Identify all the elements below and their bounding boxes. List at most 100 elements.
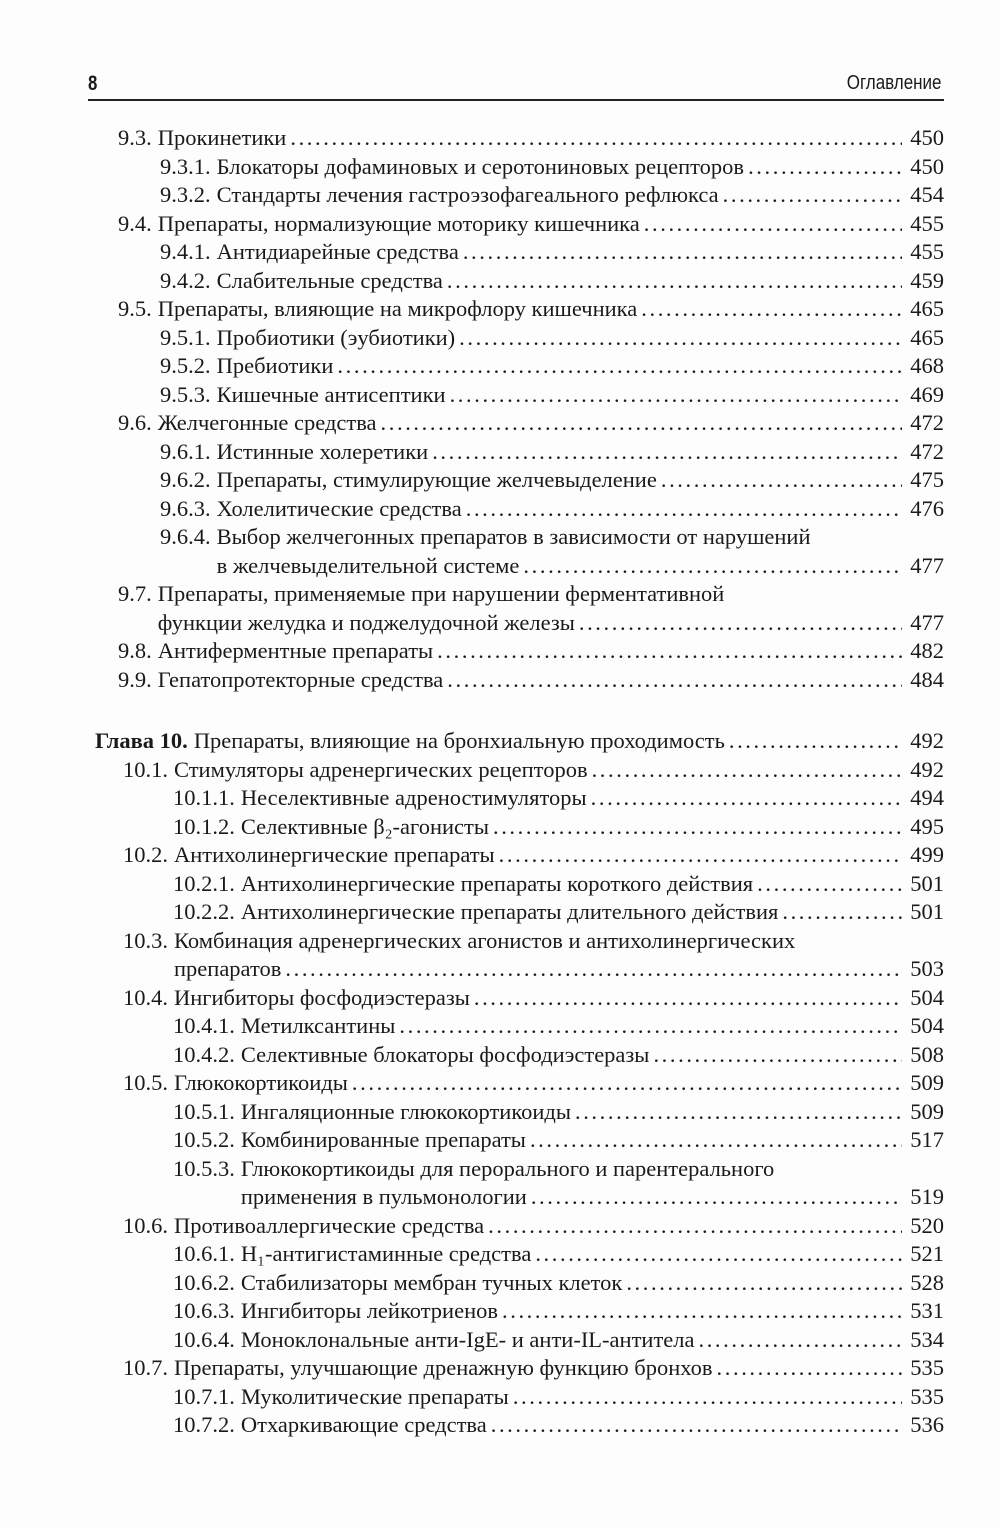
page-number: 8 xyxy=(88,72,98,95)
entry-number: 9.5. xyxy=(118,296,152,321)
toc-entry: 9.4. Препараты, нормализующие моторику ки… xyxy=(0,210,944,239)
toc-entry: 10.6.4. Моноклональные анти-IgE- и анти-I… xyxy=(0,1326,944,1355)
entry-number: 9.4.1. xyxy=(160,239,211,264)
entry-title: Селективные блокаторы фосфодиэстеразы xyxy=(240,1041,650,1067)
entry-page: 536 xyxy=(910,1412,944,1437)
toc-entry: 10.5. Глюкокортикоиды....................… xyxy=(0,1069,944,1098)
entry-title: Селективные β₂-агонисты xyxy=(240,813,489,839)
entry-page: 472 xyxy=(910,410,944,435)
toc-entry: 9.3. Прокинетики.........................… xyxy=(0,124,944,153)
dot-leader: ........................................… xyxy=(380,410,902,435)
entry-number: 9.6.2. xyxy=(160,467,211,492)
dot-leader: ........................................… xyxy=(502,1298,902,1323)
entry-title: Холелитические средства xyxy=(216,495,462,521)
entry-title: Метилксантины xyxy=(240,1013,396,1038)
entry-text: 9.9. Гепатопротекторные средства xyxy=(118,666,443,695)
toc-entry: 9.8. Антиферментные препараты............… xyxy=(0,637,944,666)
dot-leader: ........................................… xyxy=(535,1241,902,1266)
entry-text: 9.5. Препараты, влияющие на микрофлору ки… xyxy=(118,295,637,324)
entry-text: 10.6.1. H₁-антигистаминные средства xyxy=(173,1240,531,1269)
entry-text: 10.1.1. Неселективные адреностимуляторы xyxy=(173,784,587,813)
entry-title: Противоаллергические средства xyxy=(174,1212,485,1238)
entry-text: 9.5.2. Пребиотики xyxy=(160,352,333,381)
entry-title-continuation: применения в пульмонологии xyxy=(240,1184,527,1209)
toc-entry: 10.5.3. Глюкокортикоиды для перорального … xyxy=(0,1155,944,1184)
dot-leader: ........................................… xyxy=(337,353,902,378)
entry-text: 9.3.2. Стандарты лечения гастроэзофагеаль… xyxy=(160,181,719,210)
entry-page: 499 xyxy=(910,842,944,867)
toc-entry: 10.7. Препараты, улучшающие дренажную фун… xyxy=(0,1354,944,1383)
entry-page: 465 xyxy=(910,296,944,321)
entry-page: 492 xyxy=(910,756,944,782)
entry-text: 10.3. Комбинация адренергических агонисто… xyxy=(123,927,795,956)
entry-text: 9.6.1. Истинные холеретики xyxy=(160,438,428,467)
dot-leader: ........................................… xyxy=(716,1355,902,1380)
entry-title: Стимуляторы адренергических рецепторов xyxy=(174,756,588,782)
dot-leader: ........................................… xyxy=(660,467,902,492)
toc-entry: 10.1.2. Селективные β₂-агонисты..........… xyxy=(0,813,944,842)
entry-page: 475 xyxy=(910,467,944,492)
dot-leader: ........................................… xyxy=(459,324,902,350)
entry-title: Ингибиторы фосфодиэстеразы xyxy=(174,984,470,1010)
entry-text: 9.6.3. Холелитические средства xyxy=(160,495,462,524)
toc-entry-continuation: 10.5.3.применения в пульмонологии.......… xyxy=(0,1183,944,1212)
entry-page: 482 xyxy=(910,638,944,663)
dot-leader: ........................................… xyxy=(498,842,902,867)
entry-text: 9.8. Антиферментные препараты xyxy=(118,637,433,666)
toc-entry: 9.6.1. Истинные холеретики...............… xyxy=(0,438,944,467)
dot-leader: ........................................… xyxy=(285,956,902,981)
entry-text: 9.5.3. Кишечные антисептики xyxy=(160,381,446,410)
entry-number: 10.7.1. xyxy=(173,1383,235,1409)
entry-title: Моноклональные анти-IgE- и анти-IL-антит… xyxy=(240,1326,695,1352)
entry-number: 10.2. xyxy=(123,842,168,867)
toc-entry: 9.5.2. Пребиотики........................… xyxy=(0,352,944,381)
entry-text: 9.3.1. Блокаторы дофаминовых и серотонино… xyxy=(160,153,744,182)
entry-title: Неселективные адреностимуляторы xyxy=(240,785,587,810)
entry-text: 9.5.1. Пробиотики (эубиотики) xyxy=(160,324,455,353)
entry-text: 9.3. Прокинетики xyxy=(118,124,286,153)
entry-number: 10.1.1. xyxy=(173,785,235,810)
entry-page: 450 xyxy=(910,125,944,150)
entry-page: 528 xyxy=(910,1269,944,1295)
entry-title: Стабилизаторы мембран тучных клеток xyxy=(240,1269,623,1295)
dot-leader: ........................................… xyxy=(530,1184,902,1209)
entry-title: Препараты, улучшающие дренажную функцию … xyxy=(174,1355,713,1380)
entry-number: 10.6.2. xyxy=(173,1269,235,1295)
entry-page: 477 xyxy=(910,609,944,635)
entry-number: 10.7. xyxy=(123,1355,168,1380)
entry-number: 9.6.1. xyxy=(160,438,211,464)
entry-page: 504 xyxy=(910,1013,944,1038)
entry-title: Ингибиторы лейкотриенов xyxy=(240,1298,498,1323)
toc-entry: 10.4.1. Метилксантины....................… xyxy=(0,1012,944,1041)
toc-entry: 9.4.1. Антидиарейные средства............… xyxy=(0,238,944,267)
toc-section-chapter-10: Глава 10. Препараты, влияющие на бронхиал… xyxy=(0,727,944,1440)
toc-entry: 10.1. Стимуляторы адренергических рецепто… xyxy=(0,756,944,785)
entry-text: 9.4.2. Слабительные средства xyxy=(160,267,443,296)
entry-number: 9.3. xyxy=(118,125,152,150)
entry-text: 10.7.1. Муколитические препараты xyxy=(173,1383,509,1412)
dot-leader: ........................................… xyxy=(574,1098,902,1124)
toc-entry: 9.6.3. Холелитические средства...........… xyxy=(0,495,944,524)
toc-entry-continuation: 9.6.4.в желчевыделительной системе......… xyxy=(0,552,944,581)
entry-text: 9.4.1. Антидиарейные средства xyxy=(160,238,459,267)
entry-page: 477 xyxy=(910,552,944,578)
toc-entry: 10.7.2. Отхаркивающие средства...........… xyxy=(0,1411,944,1440)
dot-leader: ........................................… xyxy=(449,381,902,407)
toc-entry: 9.7. Препараты, применяемые при нарушении… xyxy=(0,580,944,609)
entry-title: Отхаркивающие средства xyxy=(240,1412,487,1437)
toc-entry: 9.5.1. Пробиотики (эубиотики)............… xyxy=(0,324,944,353)
entry-title: Слабительные средства xyxy=(216,267,443,293)
entry-title: Антихолинергические препараты xyxy=(174,842,495,867)
dot-leader: ........................................… xyxy=(432,438,902,464)
toc-entry: 10.3. Комбинация адренергических агонисто… xyxy=(0,927,944,956)
entry-page: 454 xyxy=(910,182,944,207)
entry-number: 10.2.2. xyxy=(173,899,235,924)
entry-title: Пробиотики (эубиотики) xyxy=(216,324,456,350)
entry-title: Ингаляционные глюкокортикоиды xyxy=(240,1098,571,1124)
entry-page: 504 xyxy=(910,984,944,1010)
entry-title-continuation: в желчевыделительной системе xyxy=(216,552,520,578)
toc-entry: 10.4.2. Селективные блокаторы фосфодиэсте… xyxy=(0,1041,944,1070)
entry-number: 9.6. xyxy=(118,410,152,435)
entry-title: Глюкокортикоиды xyxy=(174,1070,348,1095)
entry-text: 10.6.3. Ингибиторы лейкотриенов xyxy=(173,1297,498,1326)
